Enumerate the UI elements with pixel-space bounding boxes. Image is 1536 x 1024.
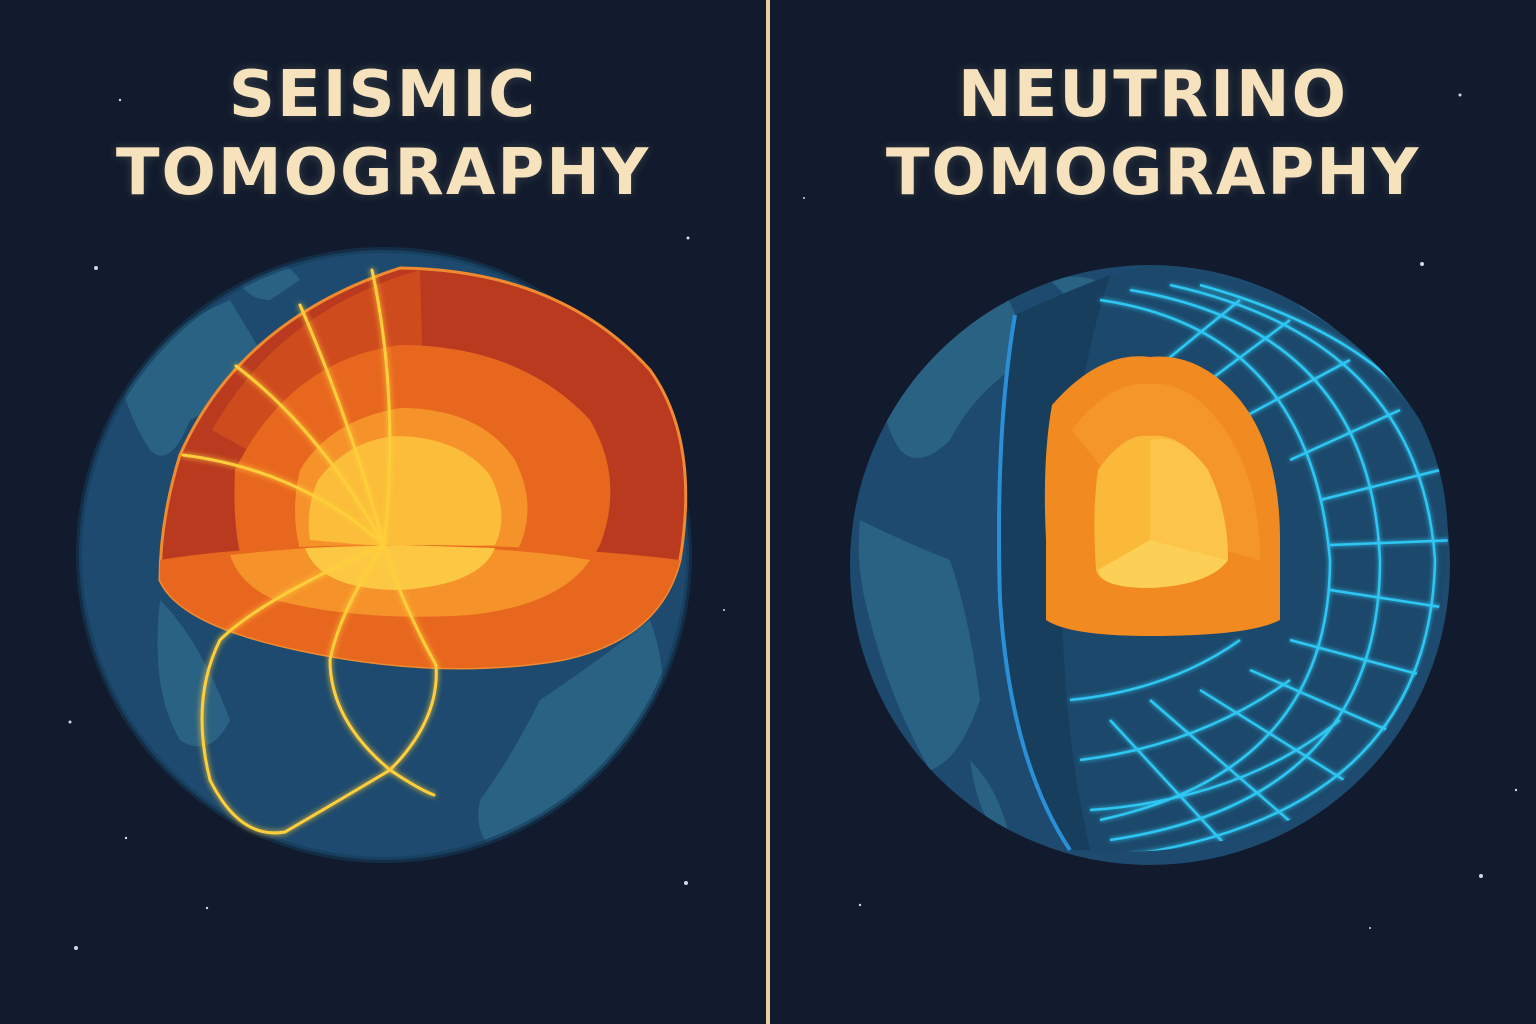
seismic-ray-paths: [181, 268, 438, 835]
earth-core-cutaway: [1044, 356, 1280, 636]
neutrino-earth-illustration: [803, 93, 1518, 929]
neutrino-title-line2: TOMOGRAPHY: [885, 136, 1421, 210]
seismic-earth-illustration: [68, 98, 725, 950]
seismic-title-line2: TOMOGRAPHY: [115, 136, 651, 210]
seismic-panel: SEISMIC TOMOGRAPHY: [0, 0, 766, 1024]
neutrino-title-line1: NEUTRINO: [958, 58, 1348, 132]
earth-cutaway-layers: [158, 266, 688, 670]
seismic-title-line1: SEISMIC: [228, 58, 538, 132]
neutrino-panel: NEUTRINO TOMOGRAPHY: [770, 0, 1536, 1024]
star-field: [803, 93, 1518, 929]
panel-divider: [766, 0, 770, 1024]
star-field: [68, 98, 725, 950]
